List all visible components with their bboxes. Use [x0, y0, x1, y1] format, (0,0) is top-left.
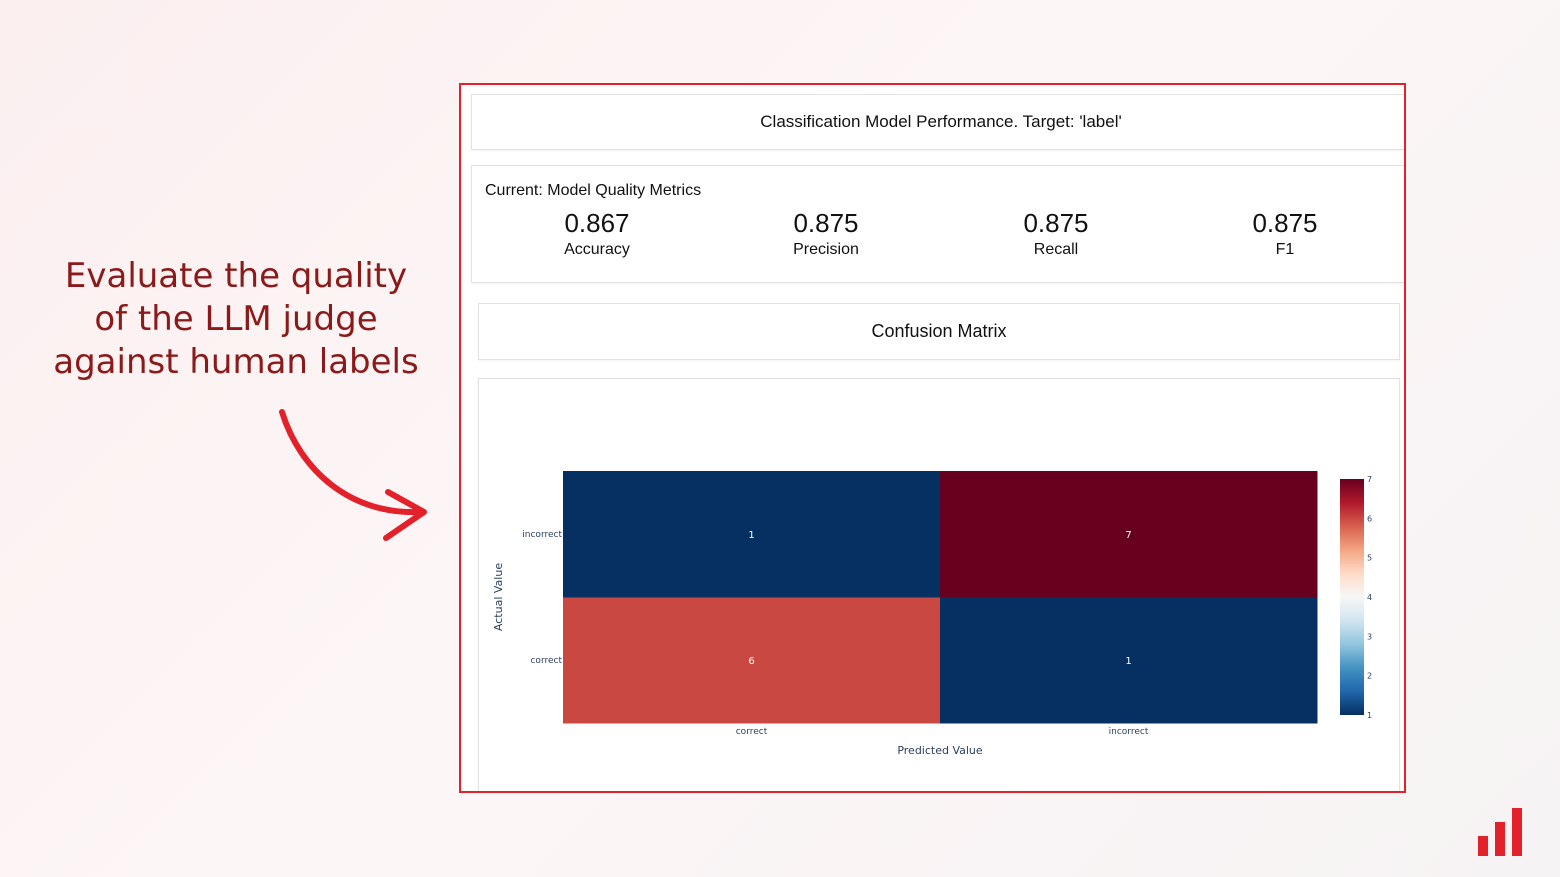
- cell-value-label: 1: [1125, 656, 1131, 667]
- metrics-panel: Current: Model Quality Metrics 0.867 Acc…: [471, 165, 1404, 283]
- metric-value: 0.867: [564, 208, 630, 238]
- caption-line-3: against human labels: [53, 342, 419, 382]
- colorbar-tick-label: 2: [1367, 672, 1372, 681]
- y-axis-title: Actual Value: [492, 563, 505, 631]
- colorbar-tick-label: 7: [1367, 475, 1372, 484]
- metric-label: Recall: [1033, 241, 1079, 258]
- metrics-heading: Current: Model Quality Metrics: [485, 182, 702, 199]
- confusion-matrix-chart[interactable]: 6 1 1 7 correct incorrect correct incorrect Pred…: [479, 379, 1401, 793]
- curved-arrow-icon: [279, 409, 427, 541]
- metric-value: 0.875: [793, 208, 859, 238]
- x-tick-label: correct: [736, 727, 768, 737]
- metric-label: Precision: [793, 241, 859, 258]
- metric-label: Accuracy: [564, 241, 630, 258]
- heatmap-cell: [563, 597, 941, 724]
- cell-value-label: 7: [1125, 530, 1131, 541]
- colorbar-tick-label: 1: [1367, 711, 1372, 720]
- metric-accuracy: 0.867 Accuracy: [497, 208, 697, 261]
- colorbar-tick-label: 6: [1367, 514, 1372, 523]
- colorbar-tick-label: 3: [1367, 632, 1372, 641]
- brand-logo-icon: [1478, 808, 1522, 856]
- x-tick-label: incorrect: [1109, 727, 1149, 737]
- colorbar-tick-label: 5: [1367, 554, 1372, 563]
- colorbar: [1340, 479, 1364, 715]
- y-tick-label: incorrect: [522, 530, 562, 540]
- heatmap-cell: [940, 471, 1318, 598]
- confusion-matrix-title-panel: Confusion Matrix: [478, 303, 1400, 360]
- cell-value-label: 6: [748, 656, 754, 667]
- metric-precision: 0.875 Precision: [726, 208, 926, 261]
- report-title: Classification Model Performance. Target…: [760, 112, 1122, 131]
- confusion-matrix-chart-panel: 6 1 1 7 correct incorrect correct incorrect Pred…: [478, 378, 1401, 793]
- y-tick-label: correct: [530, 656, 562, 666]
- report-frame: Classification Model Performance. Target…: [459, 83, 1406, 793]
- report-title-panel: Classification Model Performance. Target…: [471, 94, 1404, 150]
- metric-value: 0.875: [1023, 208, 1089, 238]
- heatmap-cell: [940, 597, 1318, 724]
- heatmap-cell: [563, 471, 941, 598]
- metric-value: 0.875: [1252, 208, 1318, 238]
- x-axis-title: Predicted Value: [897, 744, 983, 757]
- slide-caption: Evaluate the quality of the LLM judge ag…: [40, 255, 432, 384]
- cell-value-label: 1: [748, 530, 754, 541]
- caption-line-1: Evaluate the quality: [64, 256, 408, 296]
- metric-f1: 0.875 F1: [1185, 208, 1385, 261]
- colorbar-tick-label: 4: [1367, 593, 1372, 602]
- metric-label: F1: [1275, 241, 1295, 258]
- metric-recall: 0.875 Recall: [956, 208, 1156, 261]
- caption-line-2: of the LLM judge: [94, 299, 378, 339]
- confusion-matrix-title: Confusion Matrix: [871, 321, 1007, 341]
